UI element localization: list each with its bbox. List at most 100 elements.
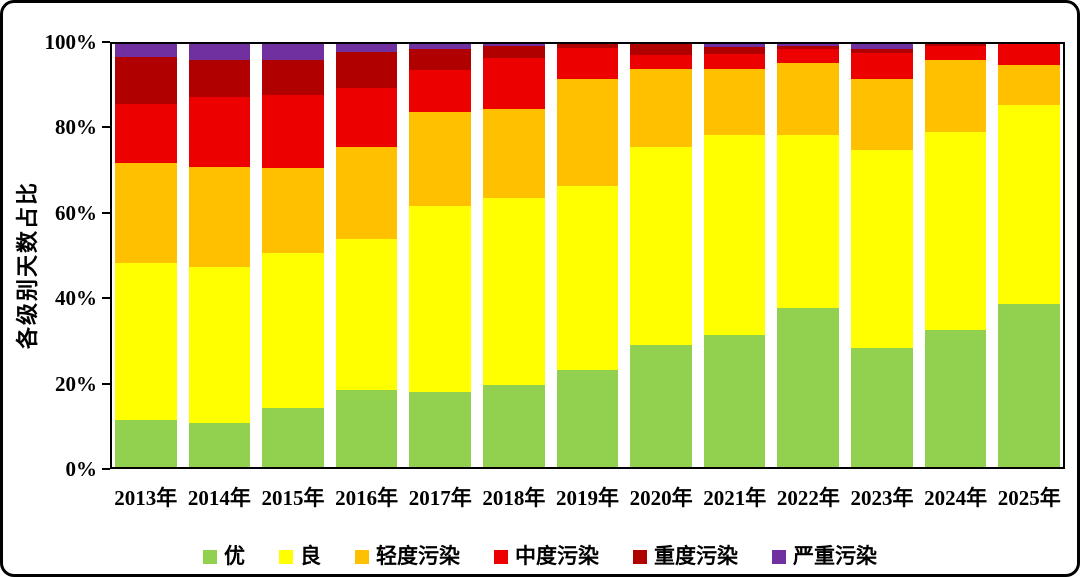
- segment-good: [188, 266, 251, 423]
- segment-excellent: [630, 345, 692, 467]
- segment-severe-pollution: [777, 44, 840, 46]
- legend-marker-light-pollution: [355, 549, 369, 564]
- segment-heavy-pollution: [703, 47, 766, 54]
- segment-excellent: [409, 391, 472, 467]
- stacked-bar-2016: [335, 44, 398, 467]
- y-tick-label-40: 40%: [55, 286, 97, 311]
- y-axis-title: 各级别天数占比: [15, 181, 40, 350]
- segment-heavy-pollution: [483, 46, 545, 58]
- stacked-bar-2020: [630, 44, 692, 467]
- stacked-bar-2014: [188, 44, 251, 467]
- segment-excellent: [483, 384, 545, 467]
- x-tick-label-2020: 2020年: [629, 486, 693, 510]
- segment-severe-pollution: [703, 44, 766, 47]
- segment-excellent: [335, 389, 398, 467]
- legend-marker-excellent: [203, 549, 217, 564]
- legend: 优 良 轻度污染 中度污染 重度污染 严重污染: [3, 546, 1077, 567]
- legend-item-excellent: 优: [203, 546, 245, 567]
- segment-moderate-pollution: [851, 52, 913, 79]
- legend-marker-heavy-pollution: [633, 549, 647, 564]
- stacked-bar-2013: [115, 44, 177, 467]
- segment-moderate-pollution: [409, 70, 472, 112]
- x-tick-label-2016: 2016年: [335, 486, 399, 510]
- segment-severe-pollution: [483, 44, 545, 47]
- segment-light-pollution: [115, 163, 177, 263]
- x-tick-label-2015: 2015年: [261, 486, 325, 510]
- segment-moderate-pollution: [924, 46, 987, 60]
- segment-light-pollution: [556, 78, 619, 187]
- segment-severe-pollution: [188, 44, 251, 61]
- segment-light-pollution: [777, 63, 840, 136]
- x-tick-label-2023: 2023年: [850, 486, 914, 510]
- x-tick-label-2021: 2021年: [703, 486, 767, 510]
- x-tick-label-2017: 2017年: [408, 486, 472, 510]
- stacked-bar-2025: [998, 44, 1060, 467]
- segment-light-pollution: [998, 65, 1060, 105]
- segment-light-pollution: [409, 111, 472, 207]
- segment-excellent: [115, 420, 177, 467]
- segment-excellent: [777, 307, 840, 467]
- y-tick-mark-60: [102, 211, 110, 214]
- bars-container: [112, 44, 1063, 467]
- segment-moderate-pollution: [703, 53, 766, 69]
- segment-excellent: [188, 422, 251, 467]
- segment-good: [703, 135, 766, 335]
- x-tick-label-2019: 2019年: [556, 486, 619, 510]
- legend-marker-moderate-pollution: [494, 549, 508, 564]
- segment-heavy-pollution: [777, 45, 840, 50]
- segment-severe-pollution: [115, 44, 177, 58]
- segment-good: [777, 135, 840, 308]
- segment-light-pollution: [703, 68, 766, 136]
- segment-light-pollution: [262, 167, 324, 253]
- segment-good: [262, 252, 324, 408]
- segment-excellent: [556, 369, 619, 467]
- y-tick-mark-0: [102, 468, 110, 470]
- y-tick-label-60: 60%: [55, 200, 97, 225]
- segment-severe-pollution: [851, 44, 913, 49]
- segment-heavy-pollution: [851, 48, 913, 53]
- segment-light-pollution: [188, 166, 251, 267]
- legend-item-heavy-pollution: 重度污染: [633, 546, 738, 567]
- stacked-bar-2022: [777, 44, 840, 467]
- segment-good: [630, 146, 692, 346]
- segment-excellent: [924, 329, 987, 467]
- segment-moderate-pollution: [262, 95, 324, 168]
- legend-marker-severe-pollution: [772, 549, 786, 564]
- segment-severe-pollution: [335, 44, 398, 53]
- y-tick-label-0: 0%: [65, 457, 98, 481]
- y-tick-label-80: 80%: [55, 115, 97, 140]
- segment-heavy-pollution: [556, 44, 619, 49]
- legend-label-moderate-pollution: 中度污染: [515, 545, 599, 568]
- stacked-bar-2023: [851, 44, 913, 467]
- legend-label-light-pollution: 轻度污染: [376, 545, 460, 568]
- legend-item-moderate-pollution: 中度污染: [494, 546, 599, 567]
- x-tick-label-2024: 2024年: [924, 486, 988, 510]
- segment-moderate-pollution: [483, 57, 545, 109]
- stacked-bar-2015: [262, 44, 324, 467]
- legend-label-severe-pollution: 严重污染: [793, 545, 877, 568]
- segment-good: [998, 104, 1060, 305]
- legend-item-severe-pollution: 严重污染: [772, 546, 877, 567]
- y-tick-mark-40: [102, 297, 110, 300]
- segment-excellent: [262, 407, 324, 467]
- segment-moderate-pollution: [556, 48, 619, 79]
- y-tick-mark-80: [102, 126, 110, 129]
- segment-moderate-pollution: [188, 96, 251, 167]
- segment-excellent: [851, 347, 913, 467]
- segment-heavy-pollution: [188, 60, 251, 97]
- y-tick-mark-20: [102, 382, 110, 385]
- plot-area: [110, 42, 1065, 469]
- stacked-bar-2018: [483, 44, 545, 467]
- segment-moderate-pollution: [998, 44, 1060, 66]
- segment-moderate-pollution: [335, 88, 398, 147]
- x-tick-label-2025: 2025年: [997, 486, 1061, 510]
- stacked-bar-2024: [924, 44, 987, 467]
- segment-light-pollution: [483, 108, 545, 199]
- legend-item-good: 良: [279, 546, 321, 567]
- segment-good: [556, 186, 619, 370]
- segment-heavy-pollution: [335, 52, 398, 89]
- segment-moderate-pollution: [777, 49, 840, 64]
- segment-light-pollution: [335, 146, 398, 240]
- legend-marker-good: [279, 549, 293, 564]
- segment-good: [409, 206, 472, 392]
